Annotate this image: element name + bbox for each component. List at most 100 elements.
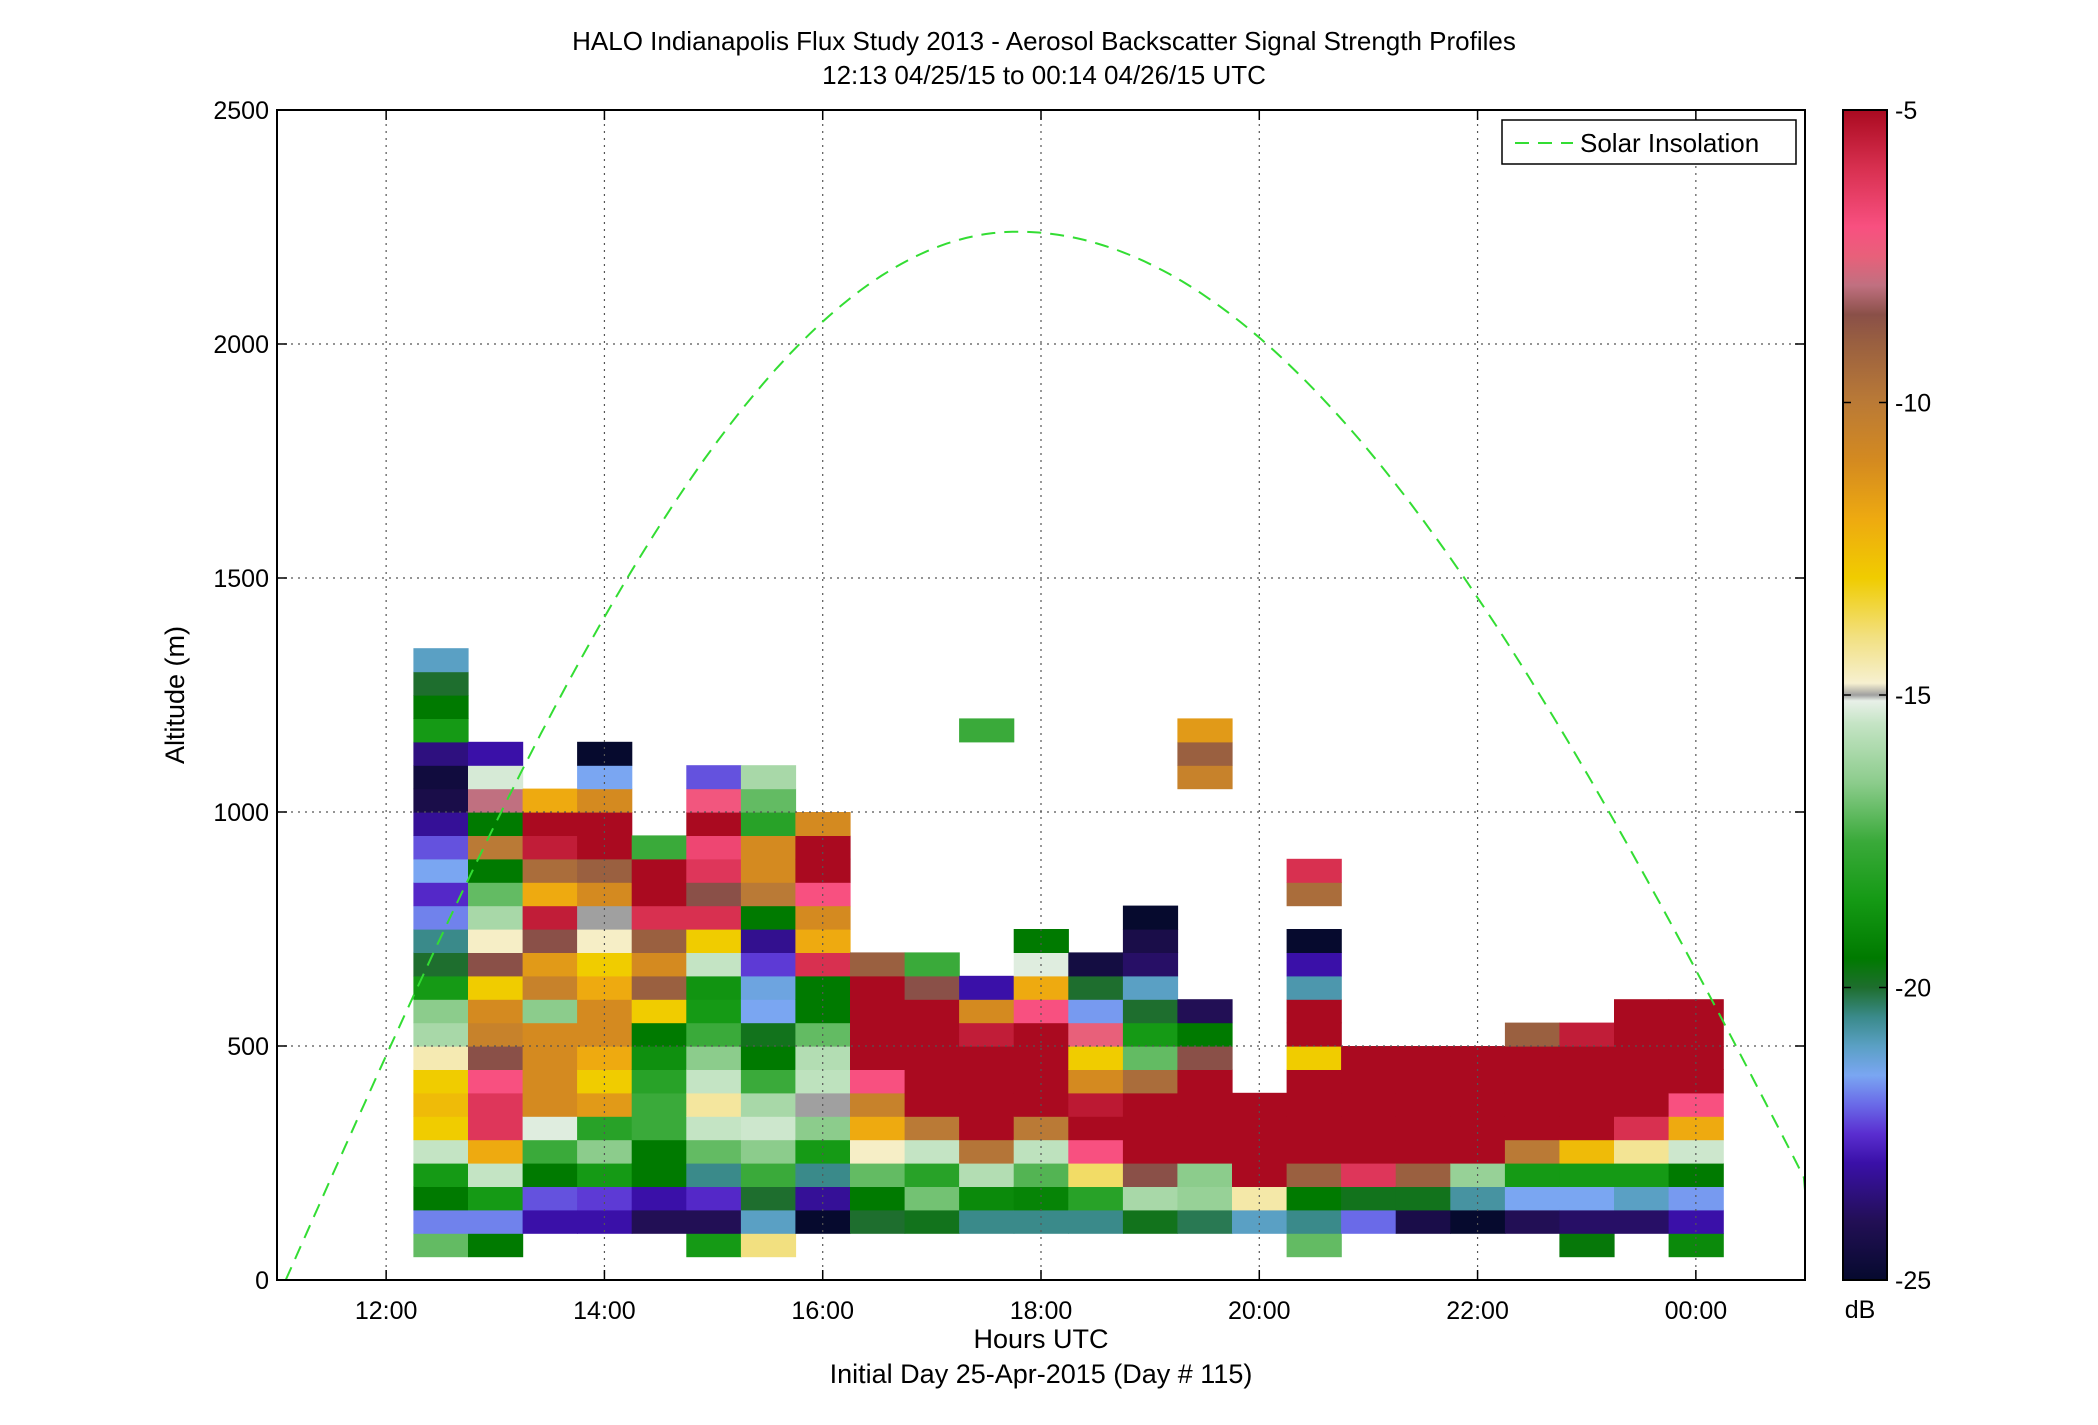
heatmap-cell [413,1092,469,1117]
heatmap-cell [850,1046,906,1070]
heatmap-cell [1395,1139,1451,1164]
heatmap-cell [1068,1046,1124,1070]
x-tick-label: 14:00 [573,1297,636,1325]
heatmap-cell [740,952,797,977]
heatmap-cell [577,788,633,813]
x-tick-label: 00:00 [1665,1297,1728,1325]
heatmap-cell [1122,905,1179,930]
heatmap-cell [468,952,524,977]
heatmap-cell [1068,1069,1124,1094]
heatmap-cell [1122,1209,1179,1234]
heatmap-cell [904,1116,960,1141]
heatmap-cell [413,1186,469,1211]
heatmap-cell [577,1139,633,1164]
heatmap-cell [1122,1116,1179,1141]
heatmap-cell [1068,999,1124,1024]
heatmap-cell [468,858,524,883]
heatmap-cell [577,999,633,1024]
heatmap-cell [740,1116,797,1141]
heatmap-cell [413,952,469,977]
heatmap-cell [413,741,469,766]
colorbar-ticks: -5 -10 -15 -20 -25 [1843,97,1931,1295]
heatmap-cell [1013,929,1069,953]
chart-subtitle: 12:13 04/25/15 to 00:14 04/26/15 UTC [822,60,1266,90]
heatmap-cell [631,929,687,953]
heatmap-cell [1068,1163,1124,1187]
heatmap-cell [631,999,687,1024]
heatmap-cell [1614,1022,1670,1047]
heatmap-cell [686,765,742,790]
heatmap-cell [850,952,906,977]
heatmap-cell [1668,1209,1724,1234]
heatmap-cell [1341,1069,1397,1094]
heatmap-cell [468,1163,524,1187]
y-axis: 0 500 1000 1500 2000 2500 [213,97,1805,1295]
x-tick-label: 20:00 [1228,1297,1291,1325]
heatmap-cell [468,1139,524,1164]
colorbar-unit: dB [1845,1296,1876,1324]
heatmap-cell [740,905,797,930]
heatmap-cell [686,1022,742,1047]
heatmap-cell [1504,1209,1561,1234]
heatmap-cell [686,1139,742,1164]
heatmap-cell [1177,1186,1233,1211]
heatmap-cell [740,835,797,860]
heatmap-cell [795,1186,851,1211]
heatmap-cell [740,1069,797,1094]
heatmap-cell [740,1092,797,1117]
heatmap-cell [740,1209,797,1234]
heatmap-cell [1286,1139,1342,1164]
heatmap-cell [1395,1069,1451,1094]
heatmap-cell [1177,741,1233,766]
heatmap-cell [959,1139,1015,1164]
heatmap-cell [522,835,578,860]
colorbar-tick-label: -20 [1895,975,1931,1003]
heatmap-cell [631,1186,687,1211]
heatmap-cell [1122,999,1179,1024]
x-axis-label: Hours UTC [973,1324,1108,1354]
heatmap-cell [740,1163,797,1187]
heatmap-cell [468,1046,524,1070]
heatmap-cell [904,999,960,1024]
y-tick-label: 500 [227,1033,269,1061]
heatmap-cell [1341,1116,1397,1141]
heatmap-cell [740,882,797,907]
heatmap-cell [468,765,524,790]
heatmap-cell [468,812,524,836]
heatmap-cell [1504,1116,1561,1141]
heatmap-cell [686,929,742,953]
heatmap-cell [740,788,797,813]
heatmap-cell [522,788,578,813]
heatmap-cell [1013,1139,1069,1164]
heatmap-cell [1614,1046,1670,1070]
heatmap-cell [631,882,687,907]
heatmap-cell [413,765,469,790]
heatmap-cell [850,1022,906,1047]
heatmap-cell [686,952,742,977]
heatmap-cell [1013,1116,1069,1141]
heatmap-cell [468,975,524,1000]
heatmap-cell [1122,975,1179,1000]
heatmap-cell [631,1139,687,1164]
heatmap-cell [631,858,687,883]
heatmap-cell [1068,975,1124,1000]
heatmap-cell [413,1209,469,1234]
heatmap-cell [1341,1163,1397,1187]
heatmap-cell [904,1139,960,1164]
heatmap-cell [631,1092,687,1117]
heatmap-cell [1286,929,1342,953]
heatmap-cell [522,929,578,953]
heatmap-cell [522,975,578,1000]
heatmap-cell [468,788,524,813]
heatmap-cell [522,1139,578,1164]
heatmap-cell [686,999,742,1024]
heatmap-cell [1614,1186,1670,1211]
heatmap-cell [522,1046,578,1070]
heatmap-cell [1013,1209,1069,1234]
heatmap-cell [413,788,469,813]
heatmap-cell [1450,1116,1506,1141]
heatmap-cell [795,1139,851,1164]
heatmap-cell [1286,1209,1342,1234]
heatmap-cell [1614,999,1670,1024]
heatmap-cell [1286,1022,1342,1047]
